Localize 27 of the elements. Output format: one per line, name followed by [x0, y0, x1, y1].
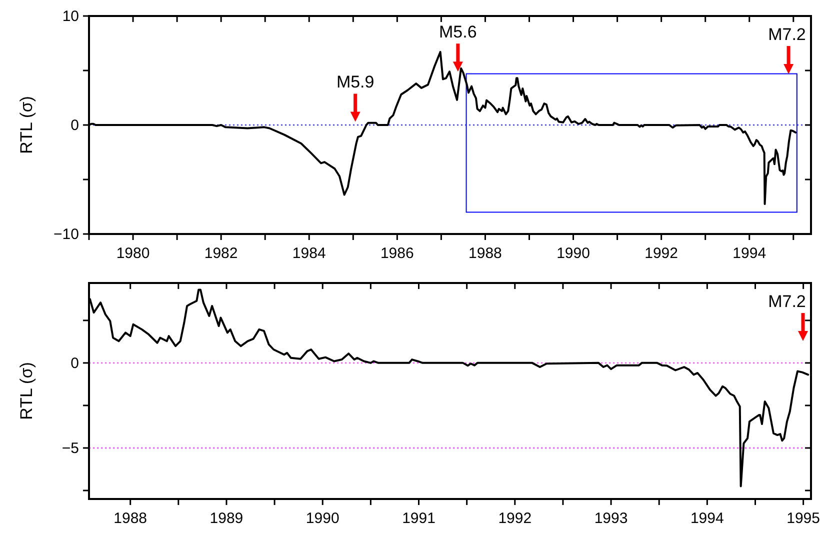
x-tick-label: 1988 [468, 245, 502, 262]
x-tick-label: 1992 [644, 245, 678, 262]
y-axis-title: RTL (σ) [17, 96, 36, 154]
x-tick-label: 1982 [204, 245, 238, 262]
annotation: M5.6 [439, 22, 477, 42]
y-tick-label: 10 [62, 8, 79, 25]
x-tick-label: 1994 [690, 510, 724, 527]
x-tick-label: 1995 [786, 510, 820, 527]
annotation: M7.2 [768, 292, 806, 311]
y-tick-label: −10 [54, 226, 79, 243]
x-tick-label: 1988 [114, 510, 148, 527]
y-tick-label: −5 [62, 440, 79, 457]
x-tick-label: 1992 [498, 510, 532, 527]
y-tick-label: 0 [70, 354, 79, 372]
x-tick-label: 1991 [402, 510, 436, 527]
x-tick-label: 1986 [380, 245, 414, 262]
annotation: M7.2 [768, 25, 806, 44]
y-axis-title: RTL (σ) [17, 362, 36, 420]
x-tick-label: 1989 [210, 510, 244, 527]
x-tick-label: 1980 [116, 245, 150, 262]
annotation: M5.9 [336, 72, 374, 92]
y-tick-label: 0 [70, 117, 79, 134]
x-tick-label: 1993 [594, 510, 628, 527]
x-tick-label: 1990 [306, 510, 340, 527]
x-tick-label: 1994 [732, 245, 766, 262]
x-tick-label: 1984 [292, 245, 326, 262]
x-tick-label: 1990 [556, 245, 590, 262]
